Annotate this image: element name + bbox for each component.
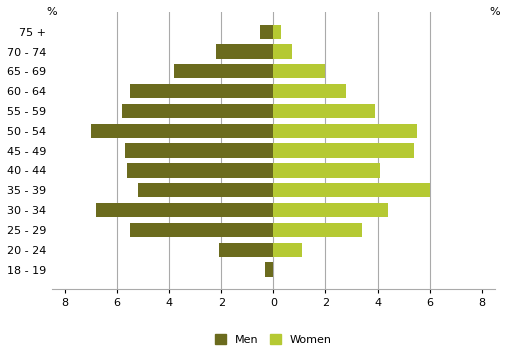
Bar [96, 203, 273, 217]
Bar [273, 84, 346, 98]
Bar [216, 44, 273, 59]
Bar [273, 223, 362, 237]
Bar [273, 183, 429, 197]
Bar [138, 183, 273, 197]
Bar [273, 243, 302, 257]
Bar [219, 243, 273, 257]
Bar [273, 124, 417, 138]
Bar [125, 144, 273, 158]
Legend: Men, Women: Men, Women [215, 334, 332, 345]
Bar [91, 124, 273, 138]
Bar [130, 84, 273, 98]
Bar [266, 262, 273, 277]
Bar [174, 64, 273, 78]
Bar [273, 44, 292, 59]
Bar [273, 64, 325, 78]
Bar [122, 104, 273, 118]
Text: %: % [489, 7, 500, 17]
Bar [273, 163, 380, 177]
Bar [273, 25, 281, 39]
Text: %: % [47, 7, 57, 17]
Bar [273, 104, 375, 118]
Bar [273, 144, 414, 158]
Bar [130, 223, 273, 237]
Bar [273, 203, 388, 217]
Bar [127, 163, 273, 177]
Bar [260, 25, 273, 39]
